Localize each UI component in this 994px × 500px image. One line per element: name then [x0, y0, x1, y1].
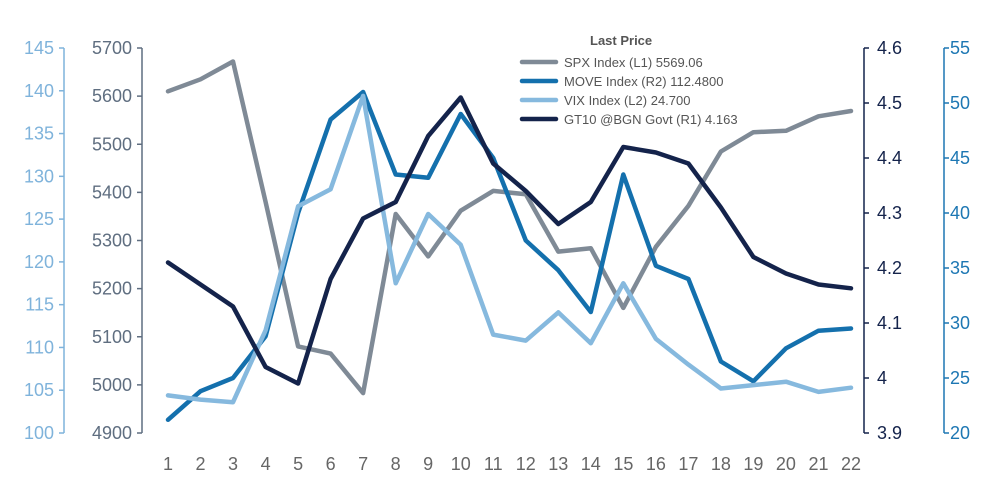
tick-label-l2: 115 — [25, 295, 54, 315]
tick-label-l2: 110 — [25, 337, 54, 357]
legend-label: SPX Index (L1) 5569.06 — [564, 55, 703, 70]
x-tick-label: 4 — [261, 454, 271, 474]
x-tick-label: 5 — [293, 454, 303, 474]
x-tick-label: 6 — [326, 454, 336, 474]
tick-label-r1: 4.3 — [877, 203, 902, 223]
legend-title: Last Price — [590, 33, 652, 48]
tick-label-l2: 130 — [24, 166, 54, 186]
tick-label-l1: 5100 — [92, 327, 132, 347]
tick-label-r1: 4.2 — [877, 258, 902, 278]
tick-label-r2: 35 — [950, 258, 970, 278]
tick-label-r1: 4.5 — [877, 93, 902, 113]
tick-label-l1: 5700 — [92, 38, 132, 58]
x-tick-label: 1 — [163, 454, 173, 474]
tick-label-l1: 5400 — [92, 182, 132, 202]
series-line-r1 — [165, 95, 854, 386]
tick-label-r2: 25 — [950, 368, 970, 388]
x-tick-label: 9 — [423, 454, 433, 474]
tick-label-l1: 5600 — [92, 86, 132, 106]
tick-label-l2: 135 — [24, 124, 54, 144]
tick-label-l2: 120 — [24, 252, 54, 272]
tick-label-r1: 4.6 — [877, 38, 902, 58]
tick-label-l2: 100 — [24, 423, 54, 443]
tick-label-l1: 4900 — [92, 423, 132, 443]
x-tick-label: 15 — [613, 454, 633, 474]
tick-label-l2: 125 — [24, 209, 54, 229]
x-tick-label: 7 — [358, 454, 368, 474]
x-tick-label: 21 — [808, 454, 828, 474]
tick-label-r2: 40 — [950, 203, 970, 223]
x-tick-label: 2 — [196, 454, 206, 474]
tick-label-l1: 5000 — [92, 375, 132, 395]
x-tick-label: 18 — [711, 454, 731, 474]
x-tick-label: 20 — [776, 454, 796, 474]
tick-label-r2: 50 — [950, 93, 970, 113]
x-tick-label: 13 — [548, 454, 568, 474]
tick-label-l1: 5500 — [92, 134, 132, 154]
legend-label: VIX Index (L2) 24.700 — [564, 93, 690, 108]
tick-label-r1: 3.9 — [877, 423, 902, 443]
tick-label-l1: 5200 — [92, 279, 132, 299]
tick-label-l2: 145 — [24, 38, 54, 58]
legend: Last Price SPX Index (L1) 5569.06 MOVE In… — [519, 33, 738, 127]
legend-label: GT10 @BGN Govt (R1) 4.163 — [564, 112, 738, 127]
x-tick-label: 17 — [678, 454, 698, 474]
x-tick-label: 14 — [581, 454, 601, 474]
tick-label-l1: 5300 — [92, 231, 132, 251]
tick-label-l2: 105 — [24, 380, 54, 400]
tick-label-l2: 140 — [24, 81, 54, 101]
tick-label-r2: 20 — [950, 423, 970, 443]
tick-label-r1: 4 — [877, 368, 887, 388]
x-tick-label: 3 — [228, 454, 238, 474]
legend-label: MOVE Index (R2) 112.4800 — [564, 74, 723, 89]
tick-label-r2: 45 — [950, 148, 970, 168]
x-tick-label: 10 — [451, 454, 471, 474]
tick-label-r2: 30 — [950, 313, 970, 333]
series-layer — [165, 59, 854, 423]
series-line-l2 — [165, 93, 854, 405]
x-tick-label: 8 — [391, 454, 401, 474]
tick-label-r1: 4.1 — [877, 313, 902, 333]
x-tick-label: 22 — [841, 454, 861, 474]
axes-layer: 4900 5000 5100 5200 5300 5400 5500 5600 5700 100 1… — [24, 38, 970, 474]
x-tick-label: 19 — [743, 454, 763, 474]
series-line-l1 — [165, 59, 854, 396]
x-tick-label: 16 — [646, 454, 666, 474]
tick-label-r1: 4.4 — [877, 148, 902, 168]
tick-label-r2: 55 — [950, 38, 970, 58]
x-tick-label: 12 — [516, 454, 536, 474]
x-tick-label: 11 — [484, 454, 503, 474]
